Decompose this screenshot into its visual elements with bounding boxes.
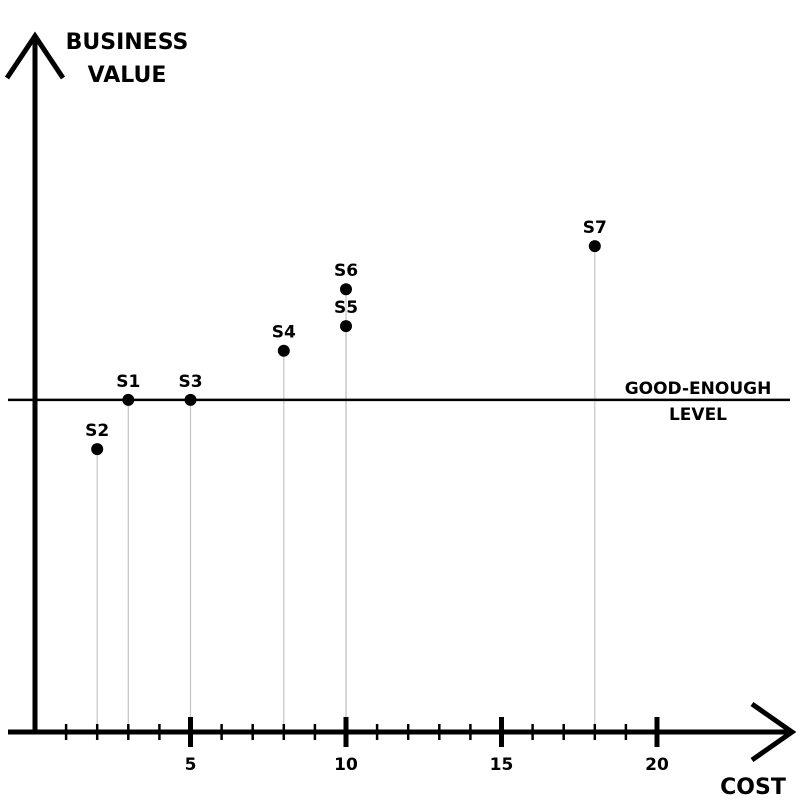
point-label-s7: S7 bbox=[583, 218, 607, 238]
point-s6 bbox=[340, 283, 352, 296]
x-tick-label: 10 bbox=[334, 755, 358, 775]
point-label-s5: S5 bbox=[334, 298, 358, 318]
x-tick-label: 15 bbox=[490, 755, 514, 775]
point-s3 bbox=[184, 393, 197, 406]
point-s4 bbox=[277, 344, 290, 357]
point-label-s1: S1 bbox=[116, 372, 140, 392]
x-tick-label: 20 bbox=[645, 755, 669, 775]
good-enough-level-label-line-2: LEVEL bbox=[669, 405, 727, 425]
point-label-s3: S3 bbox=[178, 372, 202, 392]
good-enough-level-label-line-1: GOOD-ENOUGH bbox=[625, 379, 772, 399]
y-axis-title-line-1: BUSINESS bbox=[66, 30, 189, 55]
point-s1 bbox=[122, 393, 135, 406]
point-s7 bbox=[588, 240, 601, 253]
x-axis-title: COST bbox=[720, 775, 786, 800]
x-tick-label: 5 bbox=[185, 755, 197, 775]
x-axis-ticks: 5 10 15 20 bbox=[64, 717, 669, 775]
point-s5 bbox=[340, 320, 352, 333]
y-axis-title-line-2: VALUE bbox=[88, 63, 167, 88]
y-axis-arrowhead bbox=[4, 31, 66, 80]
point-s2 bbox=[91, 443, 104, 456]
data-points: S1 S2 S3 S4 S5 S6 S7 bbox=[85, 218, 607, 456]
drop-lines bbox=[96, 246, 596, 732]
point-label-s4: S4 bbox=[272, 323, 296, 343]
x-axis-arrowhead bbox=[750, 701, 797, 763]
point-label-s6: S6 bbox=[334, 261, 358, 281]
point-label-s2: S2 bbox=[85, 421, 109, 441]
